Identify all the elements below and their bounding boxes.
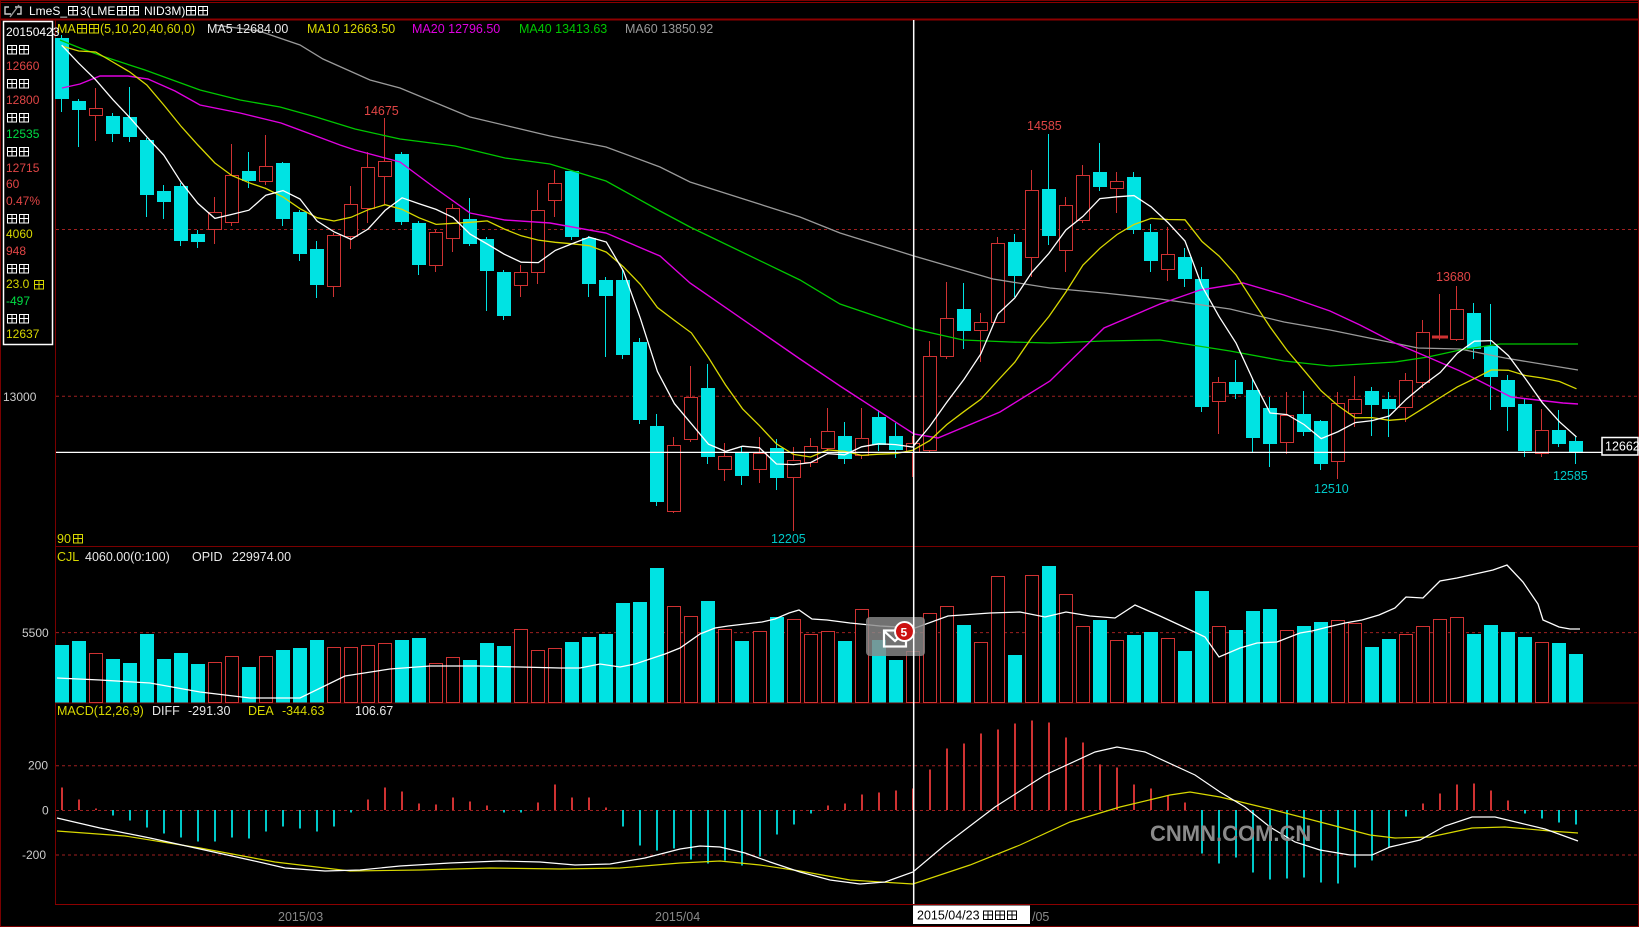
svg-text:12715: 12715 [6, 161, 40, 175]
svg-text:CNMN.COM.CN: CNMN.COM.CN [1150, 821, 1311, 846]
svg-text:229974.00: 229974.00 [232, 550, 291, 564]
svg-text:3(LME: 3(LME [80, 4, 115, 18]
svg-text:106.67: 106.67 [355, 704, 393, 718]
svg-text:-291.30: -291.30 [188, 704, 230, 718]
svg-text:2015/04: 2015/04 [655, 910, 700, 924]
svg-text:14675: 14675 [364, 104, 399, 118]
svg-text:60: 60 [6, 177, 20, 191]
svg-text:4060.00(0:100): 4060.00(0:100) [85, 550, 170, 564]
svg-text:0.47%: 0.47% [6, 194, 40, 208]
svg-text:23.0: 23.0 [6, 277, 30, 291]
svg-text:12510: 12510 [1314, 482, 1349, 496]
svg-text:12205: 12205 [771, 532, 806, 546]
svg-text:5500: 5500 [22, 626, 49, 640]
svg-text:12535: 12535 [6, 127, 40, 141]
svg-text:948: 948 [6, 244, 26, 258]
svg-text:MA20 12796.50: MA20 12796.50 [412, 22, 500, 36]
svg-text:MA40 13413.63: MA40 13413.63 [519, 22, 607, 36]
svg-text:NID3M): NID3M) [144, 4, 185, 18]
svg-text:12637: 12637 [6, 327, 40, 341]
svg-text:MA10 12663.50: MA10 12663.50 [307, 22, 395, 36]
svg-text:13000: 13000 [3, 390, 37, 404]
svg-text:(5,10,20,40,60,0): (5,10,20,40,60,0) [100, 22, 195, 36]
svg-text:DEA: DEA [248, 704, 274, 718]
svg-text:MA60 13850.92: MA60 13850.92 [625, 22, 713, 36]
svg-text:LmeS_: LmeS_ [29, 4, 67, 18]
svg-text:12662: 12662 [1605, 440, 1639, 454]
svg-text:-497: -497 [6, 294, 30, 308]
svg-text:CJL: CJL [57, 550, 79, 564]
svg-text:-344.63: -344.63 [282, 704, 324, 718]
svg-text:14585: 14585 [1027, 119, 1062, 133]
svg-text:/05: /05 [1032, 910, 1049, 924]
svg-text:12585: 12585 [1553, 469, 1588, 483]
svg-text:OPID: OPID [192, 550, 223, 564]
svg-text:4060: 4060 [6, 227, 33, 241]
svg-text:2015/03: 2015/03 [278, 910, 323, 924]
svg-text:MACD(12,26,9): MACD(12,26,9) [57, 704, 144, 718]
svg-text:MA5 12684.00: MA5 12684.00 [207, 22, 288, 36]
svg-text:12660: 12660 [6, 59, 40, 73]
svg-text:0: 0 [42, 804, 49, 818]
svg-text:200: 200 [28, 759, 48, 773]
svg-text:MA: MA [57, 22, 76, 36]
svg-text:20150423: 20150423 [6, 25, 60, 39]
svg-text:90: 90 [57, 532, 71, 546]
svg-text:13680: 13680 [1436, 270, 1471, 284]
svg-text:5: 5 [901, 626, 908, 640]
svg-text:-200: -200 [22, 848, 46, 862]
svg-text:12800: 12800 [6, 93, 40, 107]
svg-text:2015/04/23: 2015/04/23 [917, 909, 980, 923]
svg-text:DIFF: DIFF [152, 704, 180, 718]
